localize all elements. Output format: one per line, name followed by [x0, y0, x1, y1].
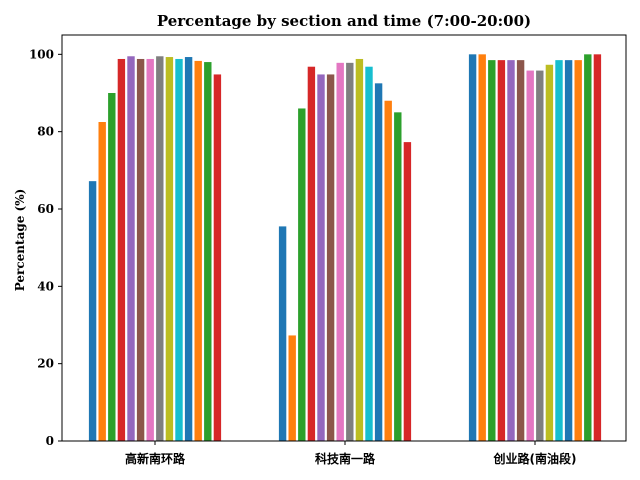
bar-1-2	[298, 108, 306, 441]
bar-0-7	[156, 56, 164, 442]
bar-1-6	[336, 62, 344, 442]
bar-1-9	[365, 66, 373, 442]
axes-group: 高新南环路 科技南一路 创业路(南油段) 0 20 40 60 80 100	[29, 34, 627, 466]
bar-2-5	[516, 60, 525, 441]
bar-0-10	[184, 57, 193, 441]
bar-0-11	[194, 60, 202, 441]
x-tick-label-1: 科技南一路	[315, 451, 376, 466]
bar-0-8	[165, 57, 174, 441]
bar-2-3	[497, 60, 506, 441]
bar-2-11	[574, 60, 582, 441]
bars-group	[88, 54, 602, 442]
y-tick-label-4: 80	[37, 125, 54, 139]
bar-1-12	[394, 112, 402, 441]
bar-1-5	[326, 74, 335, 441]
bar-2-0	[468, 54, 477, 441]
bar-1-3	[307, 66, 316, 442]
bar-0-4	[127, 56, 135, 442]
bar-0-13	[213, 74, 222, 441]
y-tick-label-1: 20	[37, 357, 54, 371]
y-tick-label-0: 0	[46, 434, 54, 448]
bar-1-4	[317, 74, 325, 441]
bar-1-0	[278, 226, 287, 441]
y-tick-label-5: 100	[29, 47, 54, 61]
chart-title: Percentage by section and time (7:00-20:…	[157, 12, 531, 30]
bar-0-0	[88, 181, 97, 441]
bar-1-1	[288, 335, 296, 441]
x-tick-label-0: 高新南环路	[125, 451, 186, 466]
plot-frame	[61, 34, 627, 442]
bar-1-8	[355, 58, 364, 441]
bar-2-2	[488, 60, 496, 441]
bar-0-2	[108, 93, 116, 441]
y-tick-label-3: 60	[37, 202, 54, 216]
bar-0-5	[136, 58, 145, 441]
bar-1-11	[384, 100, 392, 441]
bar-0-6	[146, 58, 154, 441]
y-axis-label: Percentage (%)	[13, 189, 27, 292]
y-tick-label-2: 40	[37, 279, 54, 293]
bar-0-3	[117, 58, 126, 441]
bar-0-9	[175, 58, 183, 441]
bar-2-10	[564, 60, 573, 441]
bar-1-10	[374, 83, 383, 441]
bar-1-13	[403, 142, 412, 442]
bar-2-12	[584, 54, 592, 441]
bar-0-1	[98, 122, 106, 441]
bar-2-1	[478, 54, 486, 441]
bar-2-13	[593, 54, 602, 441]
bar-0-12	[204, 62, 212, 441]
bar-2-6	[526, 70, 534, 441]
bar-2-8	[545, 64, 554, 442]
bar-2-7	[536, 70, 544, 441]
bar-2-4	[507, 60, 515, 441]
x-tick-label-2: 创业路(南油段)	[493, 451, 577, 466]
bar-2-9	[555, 60, 563, 441]
bar-1-7	[346, 62, 354, 442]
